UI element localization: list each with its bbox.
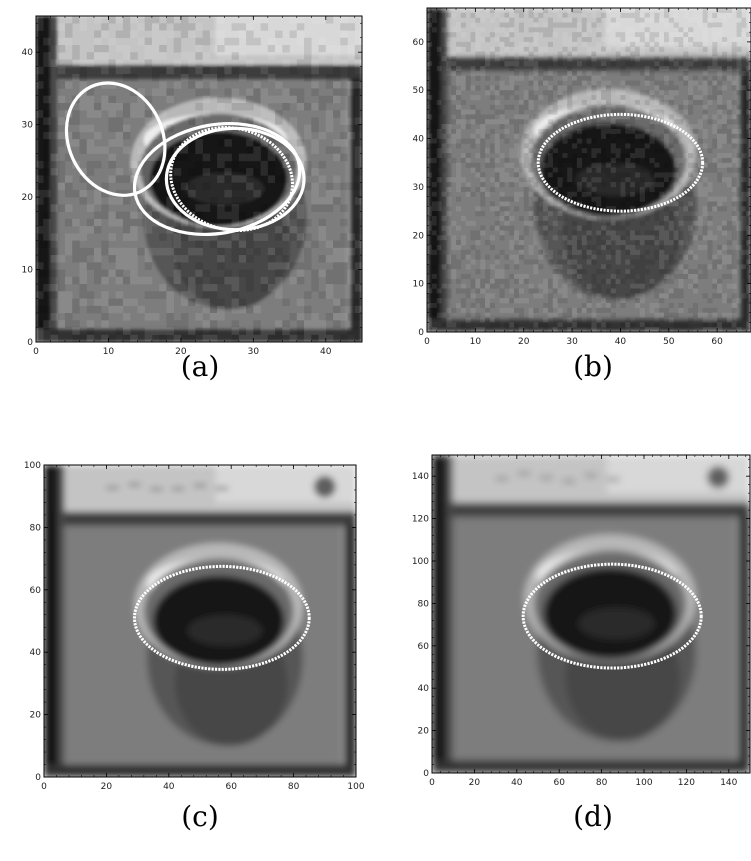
x-tick-label-b: 60 [711, 337, 723, 347]
y-tick-label-b: 10 [413, 280, 425, 290]
photo-b [427, 8, 751, 332]
y-tick-label-c: 60 [30, 586, 42, 596]
x-tick-label-b: 30 [566, 337, 578, 347]
x-tick-label-d: 40 [511, 778, 523, 788]
x-tick-label-b: 40 [615, 337, 627, 347]
frame-c [43, 464, 357, 778]
ellipse-b-0 [536, 112, 705, 213]
y-tick-label-d: 60 [418, 642, 430, 652]
x-tick-label-c: 80 [288, 782, 300, 792]
y-tick-label-c: 40 [30, 648, 42, 658]
y-tick-label-b: 20 [413, 231, 425, 241]
y-tick-label-d: 120 [412, 515, 429, 525]
y-tick-label-d: 80 [418, 599, 430, 609]
y-tick-label-b: 40 [413, 135, 425, 145]
ellipse-a-0 [64, 81, 167, 197]
caption-d: (d) [573, 800, 613, 833]
x-tick-label-d: 60 [553, 778, 565, 788]
x-tick-label-a: 20 [175, 347, 187, 357]
y-tick-label-c: 0 [35, 773, 41, 783]
y-tick-label-a: 10 [22, 266, 34, 276]
x-tick-label-c: 20 [101, 782, 113, 792]
caption-a: (a) [180, 350, 220, 383]
x-tick-label-c: 100 [347, 782, 364, 792]
photo-c [44, 465, 356, 777]
y-tick-label-a: 30 [22, 121, 34, 131]
y-tick-label-b: 50 [413, 86, 425, 96]
photo-d [432, 455, 750, 773]
ellipse-a-1 [132, 121, 302, 237]
x-tick-label-d: 80 [596, 778, 608, 788]
y-tick-label-b: 30 [413, 183, 425, 193]
y-tick-label-d: 40 [418, 684, 430, 694]
x-tick-label-a: 30 [248, 347, 260, 357]
y-tick-label-c: 100 [24, 461, 41, 471]
x-tick-label-d: 20 [469, 778, 481, 788]
x-tick-label-d: 100 [635, 778, 652, 788]
frame-a [35, 15, 363, 343]
y-tick-label-b: 60 [413, 38, 425, 48]
y-tick-label-d: 100 [412, 557, 429, 567]
y-tick-label-a: 20 [22, 193, 34, 203]
x-tick-label-b: 20 [518, 337, 530, 347]
x-tick-label-a: 0 [33, 347, 39, 357]
x-tick-label-a: 10 [103, 347, 115, 357]
y-tick-label-c: 20 [30, 711, 42, 721]
plot-c: 0 20 40 60 80 100 0 20 40 60 80 100 [24, 461, 365, 792]
panel-a: 0 10 20 30 40 0 10 20 30 40 (a) [0, 0, 375, 430]
x-tick-label-b: 50 [663, 337, 675, 347]
plot-d: 0 20 40 60 80 100 120 140 0 20 40 60 80 100 120 140 [412, 454, 751, 788]
y-tick-label-d: 20 [418, 727, 430, 737]
plot-b: 0 10 20 30 40 50 60 0 10 20 30 40 50 60 [413, 7, 751, 347]
panel-c: 0 20 40 60 80 100 0 20 40 60 80 100 (c) [0, 445, 375, 861]
ellipse-a-3 [169, 125, 295, 233]
y-tick-label-b: 0 [418, 328, 424, 338]
x-tick-label-b: 0 [424, 337, 430, 347]
caption-b: (b) [573, 350, 613, 383]
panel-b: 0 10 20 30 40 50 60 0 10 20 30 40 50 60 (b) [375, 0, 751, 430]
y-tick-label-a: 40 [22, 48, 34, 58]
x-tick-label-d: 0 [429, 778, 435, 788]
y-tick-label-a: 0 [27, 338, 33, 348]
ellipse-c-0 [132, 564, 311, 671]
x-tick-label-b: 10 [470, 337, 482, 347]
x-tick-label-c: 60 [225, 782, 237, 792]
x-tick-label-a: 40 [320, 347, 332, 357]
y-tick-label-d: 140 [412, 472, 429, 482]
y-tick-label-c: 80 [30, 523, 42, 533]
y-tick-label-d: 0 [423, 769, 429, 779]
x-tick-label-c: 0 [41, 782, 47, 792]
frame-d [431, 454, 751, 774]
x-tick-label-c: 40 [163, 782, 175, 792]
frame-b [426, 7, 751, 333]
ellipse-d-0 [521, 562, 703, 670]
x-tick-label-d: 140 [720, 778, 737, 788]
caption-c: (c) [181, 800, 219, 833]
plot-a: 0 10 20 30 40 0 10 20 30 40 [22, 15, 363, 357]
panel-d: 0 20 40 60 80 100 120 140 0 20 40 60 80 100 120 140 (d) [375, 445, 751, 861]
x-tick-label-d: 120 [678, 778, 695, 788]
